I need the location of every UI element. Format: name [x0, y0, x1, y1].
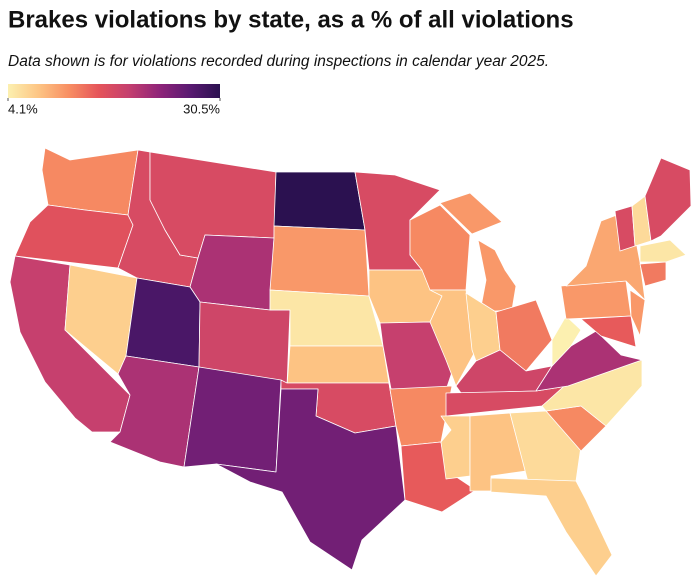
state [198, 301, 291, 387]
state [269, 225, 370, 297]
chart-subtitle: Data shown is for violations recorded du… [8, 53, 549, 70]
state [440, 415, 471, 480]
state [580, 315, 637, 348]
state [183, 366, 282, 473]
state [495, 299, 553, 372]
state [560, 280, 632, 320]
legend-label: 4.1% [8, 101, 38, 116]
state [388, 382, 453, 447]
state [41, 147, 139, 216]
state [125, 277, 201, 368]
state [273, 171, 366, 231]
state [551, 315, 582, 367]
chart-title: Brakes violations by state, as a % of al… [8, 6, 574, 33]
state [189, 234, 275, 311]
state [639, 239, 687, 263]
states [9, 147, 692, 577]
state [490, 477, 613, 577]
state [286, 345, 390, 387]
state [639, 261, 667, 287]
state [629, 289, 646, 337]
legend-label: 30.5% [183, 101, 220, 116]
state [439, 192, 517, 313]
state [644, 157, 692, 242]
state [215, 388, 406, 571]
color-legend [8, 84, 220, 98]
